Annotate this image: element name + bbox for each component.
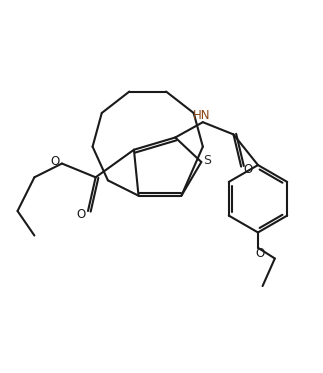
Text: O: O (243, 163, 253, 176)
Text: O: O (255, 247, 264, 260)
Text: O: O (51, 156, 60, 169)
Text: HN: HN (193, 109, 210, 122)
Text: O: O (77, 207, 86, 220)
Text: S: S (203, 154, 211, 167)
